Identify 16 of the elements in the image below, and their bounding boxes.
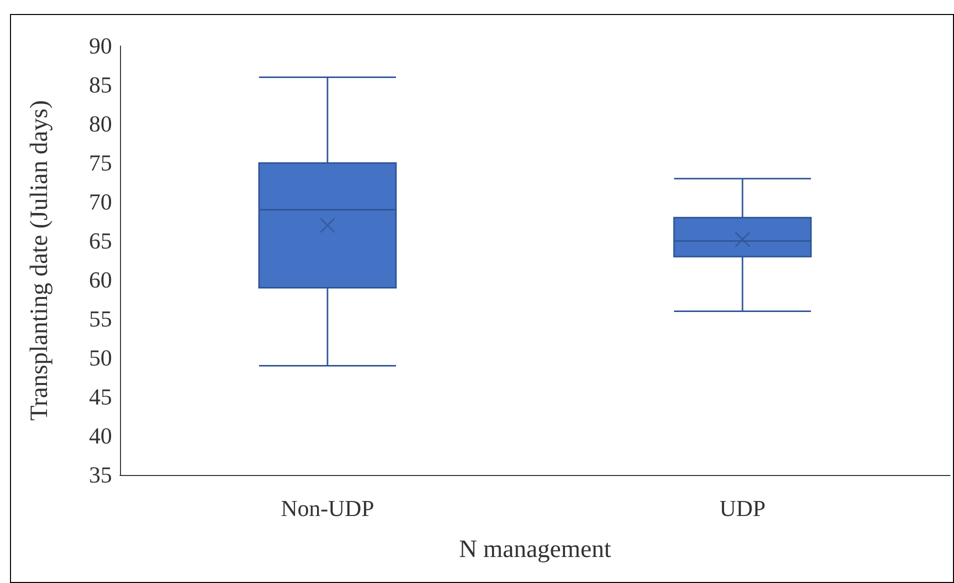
y-tick-label: 80: [89, 112, 112, 136]
y-tick-label: 90: [89, 34, 112, 58]
y-tick-label: 85: [89, 72, 112, 98]
y-tick-label: 35: [89, 462, 112, 488]
y-tick-label: 45: [89, 384, 112, 410]
y-tick-label: 50: [89, 346, 112, 370]
y-tick-label: 65: [89, 228, 112, 254]
y-axis-title: Transplanting date (Julian days): [26, 100, 53, 421]
x-axis-title: N management: [458, 536, 612, 563]
y-tick-label: 55: [89, 306, 112, 332]
y-tick-label: 40: [89, 424, 112, 448]
y-tick-label: 60: [89, 268, 112, 292]
y-tick-label: 70: [89, 190, 112, 214]
y-tick-label: 75: [89, 150, 112, 176]
x-tick-label: Non-UDP: [280, 496, 374, 521]
x-tick-label: UDP: [719, 496, 766, 521]
